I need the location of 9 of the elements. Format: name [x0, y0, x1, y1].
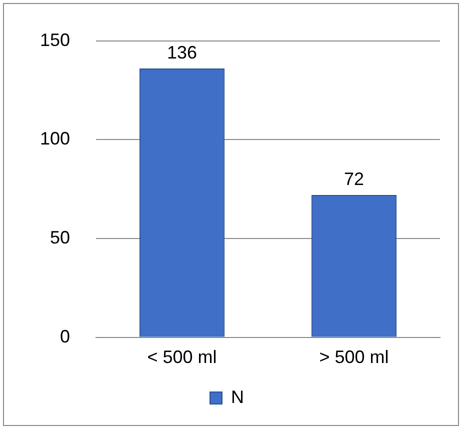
y-tick-label: 50 [50, 228, 70, 248]
y-tick-label: 150 [40, 30, 70, 50]
x-tick-label: > 500 ml [319, 347, 389, 368]
legend-label: N [231, 386, 244, 407]
y-tick-label: 100 [40, 128, 70, 149]
y-tick-label: 0 [60, 326, 70, 346]
data-label: 72 [344, 169, 364, 189]
data-label: 136 [167, 42, 198, 62]
x-tick-label: < 500 ml [147, 347, 217, 368]
